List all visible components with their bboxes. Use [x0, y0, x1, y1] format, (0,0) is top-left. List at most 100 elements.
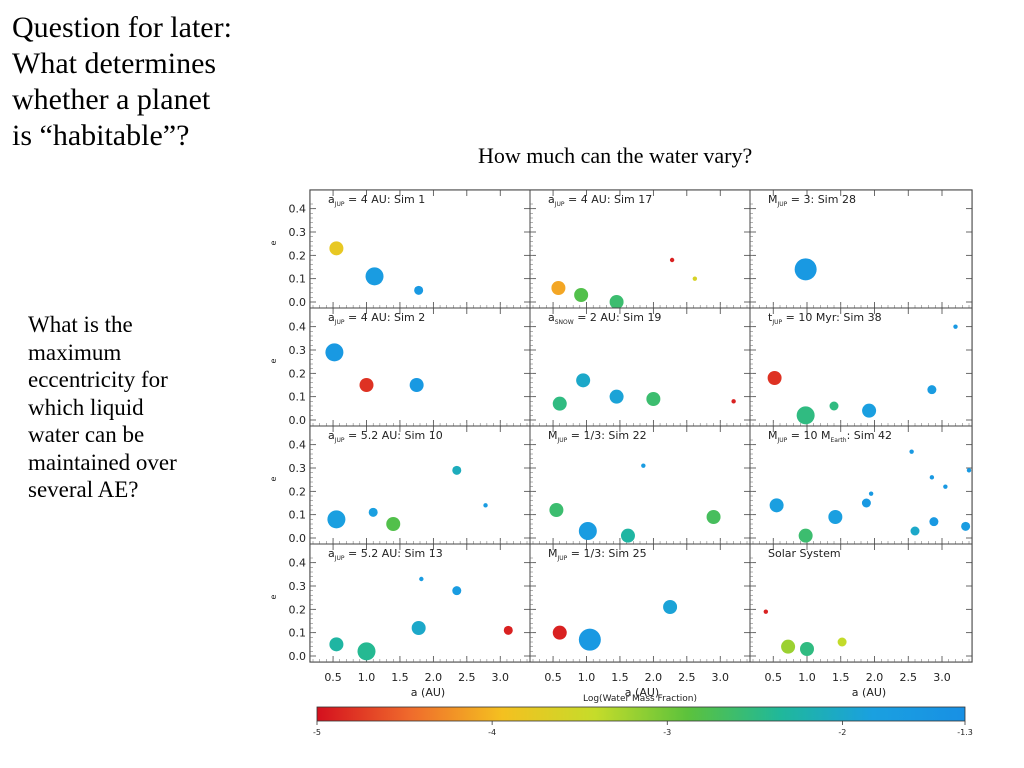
y-tick-label: 0.3 [289, 344, 307, 357]
y-tick-label: 0.0 [289, 414, 307, 427]
water-question: How much can the water vary? [478, 143, 753, 168]
x-axis-label: a (AU) [625, 686, 659, 699]
planet-point [365, 267, 384, 286]
panel-frame [749, 307, 973, 427]
planet-point [909, 449, 914, 454]
colorbar-label: Log(Water Mass Fraction) [583, 694, 697, 704]
planet-point [943, 484, 948, 489]
y-axis-label: e [269, 594, 278, 599]
planet-point [663, 600, 678, 614]
question-line: is “habitable”? [12, 119, 190, 152]
planet-point [692, 276, 698, 281]
y-tick-label: 0.0 [289, 532, 307, 545]
x-tick-label: 3.0 [492, 671, 510, 684]
panel-label: Solar System [768, 547, 841, 560]
y-tick-label: 0.1 [289, 273, 307, 286]
planet-point [609, 389, 624, 404]
panel: aJUP = 4 AU: Sim 1 [309, 189, 531, 309]
planet-point [829, 401, 839, 411]
panel-label: tJUP = 10 Myr: Sim 38 [768, 311, 882, 326]
y-tick-label: 0.1 [289, 509, 307, 522]
planet-point [953, 324, 958, 329]
planet-point [929, 475, 935, 480]
y-axis-label: e [269, 358, 278, 363]
planet-point [329, 241, 344, 256]
x-tick-label: 2.0 [866, 671, 884, 684]
planet-point [325, 343, 344, 362]
y-tick-label: 0.0 [289, 296, 307, 309]
colorbar-gradient [316, 706, 966, 722]
planet-point [781, 639, 796, 654]
planet-point [409, 378, 424, 392]
planet-point [368, 507, 378, 517]
y-tick-label: 0.3 [289, 462, 307, 475]
y-tick-label: 0.4 [289, 439, 307, 452]
x-tick-label: 2.5 [678, 671, 696, 684]
colorbar-tick-label: -4 [488, 728, 496, 737]
planet-point [574, 288, 589, 302]
colorbar-tick-label: -3 [663, 728, 671, 737]
planet-point [646, 392, 661, 406]
planet-point [549, 503, 564, 517]
panel-label: aJUP = 4 AU: Sim 17 [548, 193, 652, 208]
question-line: What is the [28, 312, 133, 337]
panel-frame [309, 307, 531, 427]
panel-frame [749, 189, 973, 309]
y-tick-label: 0.2 [289, 603, 307, 616]
question-line: Question for later: [12, 11, 232, 44]
panel-frame [529, 543, 751, 663]
planet-point [620, 528, 635, 543]
x-tick-label: 1.0 [358, 671, 376, 684]
x-tick-label: 1.0 [578, 671, 596, 684]
question-line: eccentricity for [28, 367, 168, 392]
planet-point [552, 396, 567, 411]
question-line: several AE? [28, 477, 139, 502]
x-tick-label: 2.0 [425, 671, 443, 684]
panel-frame [309, 425, 531, 545]
planet-point [800, 642, 814, 656]
planet-point [329, 637, 344, 652]
panel: MJUP = 1/3: Sim 22 [529, 425, 751, 545]
x-tick-label: 1.5 [832, 671, 850, 684]
panel-label: aJUP = 5.2 AU: Sim 10 [328, 429, 443, 444]
question-line: maintained over [28, 449, 177, 475]
x-axis-label: a (AU) [852, 686, 886, 699]
y-tick-label: 0.1 [289, 391, 307, 404]
eccentricity-question: What is the maximum eccentricity for whi… [28, 311, 268, 504]
planet-point [837, 637, 847, 647]
question-line: which liquid [28, 394, 144, 420]
panel-frame [529, 307, 751, 427]
panel: MJUP = 3: Sim 28 [749, 189, 973, 309]
y-axis-label: e [269, 240, 278, 245]
planet-point [966, 468, 972, 473]
planet-point [796, 406, 815, 425]
axes-layer: 0.0 0.1 0.2 0.3 0.4 e 0.0 0.1 0.2 0.3 0.4 e 0.0 0.1 0.… [269, 203, 951, 699]
question-line: What determines [12, 47, 217, 80]
planet-point [927, 385, 937, 395]
panel: aJUP = 4 AU: Sim 17 [529, 189, 751, 309]
x-tick-label: 2.5 [900, 671, 918, 684]
x-tick-label: 3.0 [933, 671, 951, 684]
colorbar-tick-label: -2 [838, 728, 846, 737]
panel-label: aJUP = 4 AU: Sim 1 [328, 193, 425, 208]
planet-point [669, 257, 675, 263]
planet-point [327, 510, 346, 529]
panel-label: MJUP = 1/3: Sim 22 [548, 429, 647, 444]
panel-label: MJUP = 1/3: Sim 25 [548, 547, 647, 562]
planet-point [794, 258, 817, 281]
question-line: water can be [28, 422, 145, 447]
planet-point [731, 399, 736, 404]
y-axis-label: e [269, 476, 278, 481]
y-tick-label: 0.4 [289, 557, 307, 570]
planet-point [641, 463, 646, 468]
panel-frame [529, 189, 751, 309]
panel: MJUP = 1/3: Sim 25 [529, 543, 751, 663]
y-tick-label: 0.3 [289, 580, 307, 593]
panel-label: aJUP = 4 AU: Sim 2 [328, 311, 425, 326]
x-tick-label: 2.0 [645, 671, 663, 684]
x-axis-label: a (AU) [411, 686, 445, 699]
panel-label: MJUP = 3: Sim 28 [768, 193, 856, 208]
x-tick-label: 3.0 [712, 671, 730, 684]
planet-point [798, 528, 813, 543]
